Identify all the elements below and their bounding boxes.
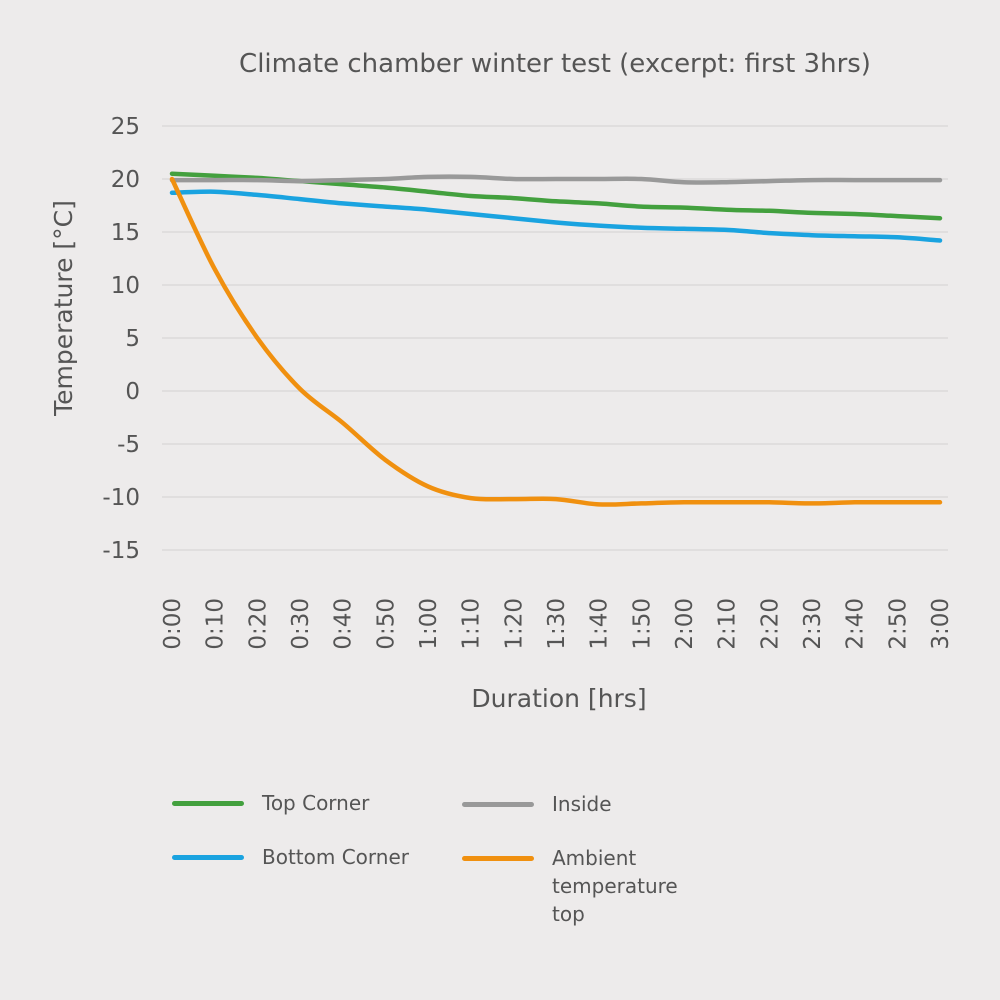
legend-label-top-corner: Top Corner: [262, 791, 370, 815]
legend-item-bottom-corner: Bottom Corner: [172, 843, 409, 871]
x-tick-label: 1:30: [544, 598, 570, 650]
legend-label-bottom-corner: Bottom Corner: [262, 845, 409, 869]
x-tick-label: 0:50: [373, 598, 399, 650]
y-tick-labels: 25 20 15 10 5 0 -5 -10 -15: [102, 114, 140, 564]
y-tick-label: -10: [102, 485, 140, 511]
legend-item-top-corner: Top Corner: [172, 789, 369, 817]
legend-item-inside: Inside: [462, 790, 612, 818]
x-tick-label: 1:20: [501, 598, 527, 650]
x-tick-label: 2:50: [885, 598, 911, 650]
series-line-ambient-temperature-top: [169, 176, 943, 507]
legend-swatch-bottom-corner: [172, 855, 244, 860]
legend-swatch-inside: [462, 802, 534, 807]
chart-title: Climate chamber winter test (excerpt: fi…: [239, 49, 871, 79]
legend-label-ambient: Ambient temperature top: [552, 846, 678, 926]
x-tick-labels: 0:00 0:10 0:20 0:30 0:40 0:50 1:00 1:10 1:20 1:30…: [160, 598, 954, 650]
x-axis-title: Duration [hrs]: [471, 684, 646, 713]
x-tick-label: 0:40: [331, 598, 357, 650]
x-tick-label: 3:00: [928, 598, 954, 650]
y-tick-label: 10: [111, 273, 140, 299]
x-tick-label: 2:20: [757, 598, 783, 650]
legend-item-ambient: Ambient temperature top: [462, 844, 678, 928]
legend-swatch-top-corner: [172, 801, 244, 806]
x-tick-label: 1:50: [629, 598, 655, 650]
legend-swatch-ambient: [462, 856, 534, 861]
x-tick-label: 2:30: [800, 598, 826, 650]
gridlines: [162, 125, 948, 551]
y-tick-label: 25: [111, 114, 140, 140]
series-lines: [169, 171, 943, 507]
y-tick-label: 5: [125, 326, 140, 352]
y-tick-label: 15: [111, 220, 140, 246]
x-tick-label: 2:10: [715, 598, 741, 650]
y-tick-label: 0: [125, 379, 140, 405]
y-tick-label: -15: [102, 538, 140, 564]
x-tick-label: 0:30: [288, 598, 314, 650]
series-line-inside: [169, 174, 943, 185]
x-tick-label: 1:10: [459, 598, 485, 650]
y-tick-label: 20: [111, 167, 140, 193]
x-tick-label: 0:00: [160, 598, 186, 650]
series-line-bottom-corner: [169, 189, 943, 243]
x-tick-label: 2:00: [672, 598, 698, 650]
x-tick-label: 0:20: [245, 598, 271, 650]
x-tick-label: 1:00: [416, 598, 442, 650]
y-axis-title: Temperature [°C]: [49, 200, 78, 417]
x-tick-label: 0:10: [203, 598, 229, 650]
x-tick-label: 1:40: [587, 598, 613, 650]
y-tick-label: -5: [117, 432, 140, 458]
x-tick-label: 2:40: [843, 598, 869, 650]
legend-label-inside: Inside: [552, 792, 612, 816]
